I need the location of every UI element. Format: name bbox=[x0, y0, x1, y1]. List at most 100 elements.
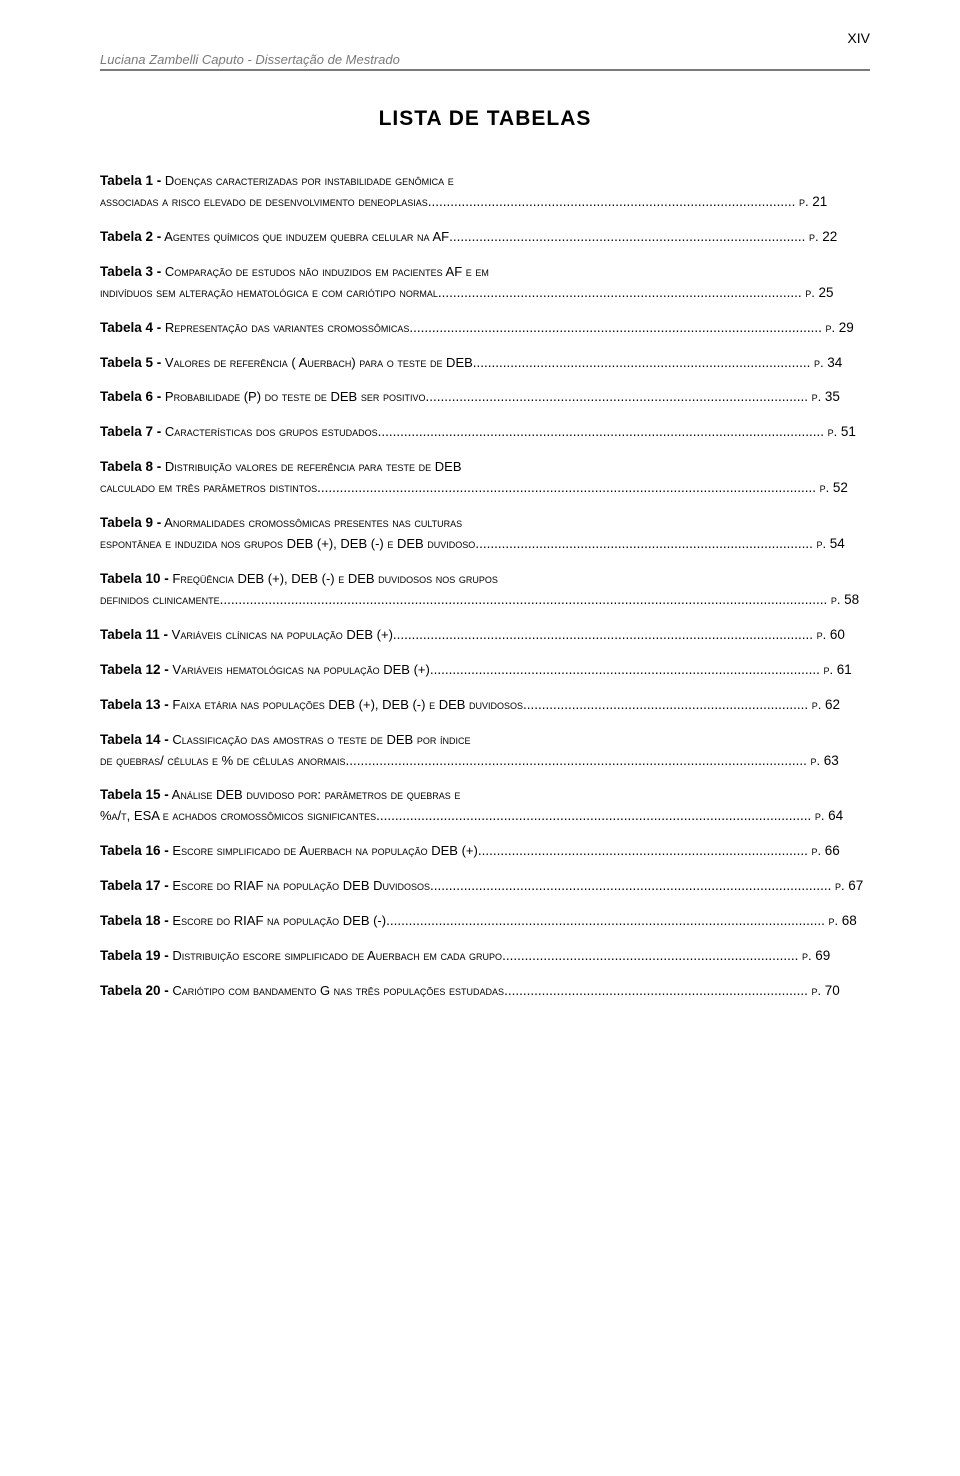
toc-entry: Tabela 6 - Probabilidade (P) do teste de… bbox=[100, 387, 870, 408]
entry-text: Representação das variantes cromossômica… bbox=[161, 320, 409, 335]
page-ref-number: 66 bbox=[825, 843, 840, 858]
page-ref-prefix: p. bbox=[805, 229, 822, 244]
dot-leader: ........................................… bbox=[475, 536, 813, 551]
dot-leader: ........................................… bbox=[523, 697, 808, 712]
entry-continuation: espontânea e induzida nos grupos DEB (+)… bbox=[100, 536, 475, 551]
page-ref: p. 68 bbox=[825, 913, 857, 928]
entry-label: Tabela 12 - bbox=[100, 662, 169, 677]
dot-leader: ........................................… bbox=[478, 843, 808, 858]
dot-leader: ........................................… bbox=[502, 948, 798, 963]
page-ref-number: 22 bbox=[822, 229, 837, 244]
page-ref: p. 22 bbox=[805, 229, 837, 244]
entry-label: Tabela 1 - bbox=[100, 173, 161, 188]
toc-entry: Tabela 12 - Variáveis hematológicas na p… bbox=[100, 660, 870, 681]
page-ref-number: 34 bbox=[827, 355, 842, 370]
dot-leader: ........................................… bbox=[378, 424, 824, 439]
page-ref-prefix: p. bbox=[798, 948, 815, 963]
page-ref: p. 21 bbox=[795, 194, 827, 209]
page-ref-number: 25 bbox=[819, 285, 834, 300]
page-ref-prefix: p. bbox=[822, 320, 839, 335]
toc-entry: Tabela 15 - Análise DEB duvidoso por: pa… bbox=[100, 785, 870, 827]
toc-entry: Tabela 19 - Distribuição escore simplifi… bbox=[100, 946, 870, 967]
page-ref: p. 63 bbox=[807, 753, 839, 768]
toc-entry: Tabela 9 - Anormalidades cromossômicas p… bbox=[100, 513, 870, 555]
page-ref: p. 52 bbox=[816, 480, 848, 495]
toc-entry: Tabela 8 - Distribuição valores de refer… bbox=[100, 457, 870, 499]
toc-entry: Tabela 2 - Agentes químicos que induzem … bbox=[100, 227, 870, 248]
toc-entry: Tabela 14 - Classificação das amostras o… bbox=[100, 730, 870, 772]
entry-label: Tabela 4 - bbox=[100, 320, 161, 335]
page-ref-number: 68 bbox=[842, 913, 857, 928]
page-ref: p. 29 bbox=[822, 320, 854, 335]
page-ref-prefix: p. bbox=[802, 285, 819, 300]
dot-leader: ........................................… bbox=[473, 355, 811, 370]
dot-leader: ........................................… bbox=[425, 389, 808, 404]
page-ref: p. 54 bbox=[813, 536, 845, 551]
page-ref-number: 69 bbox=[815, 948, 830, 963]
dot-leader: ........................................… bbox=[393, 627, 813, 642]
page-ref: p. 67 bbox=[831, 878, 863, 893]
entry-label: Tabela 19 - bbox=[100, 948, 169, 963]
entry-continuation: associadas a risco elevado de desenvolvi… bbox=[100, 194, 428, 209]
entry-label: Tabela 5 - bbox=[100, 355, 161, 370]
entry-continuation: de quebras/ células e % de células anorm… bbox=[100, 753, 346, 768]
entry-continuation: calculado em três parâmetros distintos bbox=[100, 480, 317, 495]
entry-text: Comparação de estudos não induzidos em p… bbox=[161, 264, 489, 279]
entry-text: Análise DEB duvidoso por: parâmetros de … bbox=[169, 787, 461, 802]
dot-leader: ........................................… bbox=[430, 878, 831, 893]
page-ref: p. 70 bbox=[808, 983, 840, 998]
entry-text: Cariótipo com bandamento G nas três popu… bbox=[169, 983, 504, 998]
entry-text: Variáveis clínicas na população DEB (+) bbox=[168, 627, 393, 642]
page-number: XIV bbox=[100, 30, 870, 46]
entry-label: Tabela 18 - bbox=[100, 913, 169, 928]
entry-label: Tabela 11 - bbox=[100, 627, 168, 642]
dot-leader: ........................................… bbox=[220, 592, 828, 607]
page-ref: p. 62 bbox=[808, 697, 840, 712]
entry-text: Escore do RIAF na população DEB (-) bbox=[169, 913, 386, 928]
page-ref-prefix: p. bbox=[813, 627, 830, 642]
page-ref-prefix: p. bbox=[808, 697, 825, 712]
page-ref: p. 35 bbox=[808, 389, 840, 404]
dot-leader: ........................................… bbox=[317, 480, 816, 495]
dot-leader: ........................................… bbox=[346, 753, 807, 768]
entry-text: Faixa etária nas populações DEB (+), DEB… bbox=[169, 697, 523, 712]
entry-text: Freqüência DEB (+), DEB (-) e DEB duvido… bbox=[169, 571, 498, 586]
page-ref-number: 29 bbox=[839, 320, 854, 335]
list-of-tables: Tabela 1 - Doenças caracterizadas por in… bbox=[100, 171, 870, 1002]
page-ref: p. 61 bbox=[820, 662, 852, 677]
dot-leader: ........................................… bbox=[438, 285, 802, 300]
entry-label: Tabela 20 - bbox=[100, 983, 169, 998]
entry-label: Tabela 7 - bbox=[100, 424, 161, 439]
entry-label: Tabela 16 - bbox=[100, 843, 169, 858]
page-ref-prefix: p. bbox=[816, 480, 833, 495]
page-ref-prefix: p. bbox=[808, 843, 825, 858]
entry-continuation: definidos clinicamente bbox=[100, 592, 220, 607]
entry-label: Tabela 17 - bbox=[100, 878, 169, 893]
page-ref-prefix: p. bbox=[813, 536, 830, 551]
dot-leader: ........................................… bbox=[409, 320, 822, 335]
page-ref: p. 51 bbox=[824, 424, 856, 439]
dot-leader: ........................................… bbox=[376, 808, 811, 823]
toc-entry: Tabela 4 - Representação das variantes c… bbox=[100, 318, 870, 339]
page-ref-number: 21 bbox=[812, 194, 827, 209]
page-ref: p. 60 bbox=[813, 627, 845, 642]
dot-leader: ........................................… bbox=[504, 983, 808, 998]
entry-text: Escore simplificado de Auerbach na popul… bbox=[169, 843, 478, 858]
entry-text: Probabilidade (P) do teste de DEB ser po… bbox=[161, 389, 425, 404]
page-title: LISTA DE TABELAS bbox=[100, 107, 870, 131]
page-ref-number: 70 bbox=[825, 983, 840, 998]
page-ref: p. 64 bbox=[811, 808, 843, 823]
page-ref-number: 35 bbox=[825, 389, 840, 404]
toc-entry: Tabela 13 - Faixa etária nas populações … bbox=[100, 695, 870, 716]
entry-continuation: %a/t, ESA e achados cromossômicos signif… bbox=[100, 808, 376, 823]
entry-label: Tabela 6 - bbox=[100, 389, 161, 404]
entry-label: Tabela 13 - bbox=[100, 697, 169, 712]
page-ref-prefix: p. bbox=[795, 194, 812, 209]
entry-label: Tabela 14 - bbox=[100, 732, 169, 747]
page-ref-number: 60 bbox=[830, 627, 845, 642]
entry-label: Tabela 10 - bbox=[100, 571, 169, 586]
page-ref-number: 67 bbox=[848, 878, 863, 893]
page-ref-prefix: p. bbox=[808, 983, 825, 998]
entry-label: Tabela 9 - bbox=[100, 515, 161, 530]
page-ref-number: 52 bbox=[833, 480, 848, 495]
